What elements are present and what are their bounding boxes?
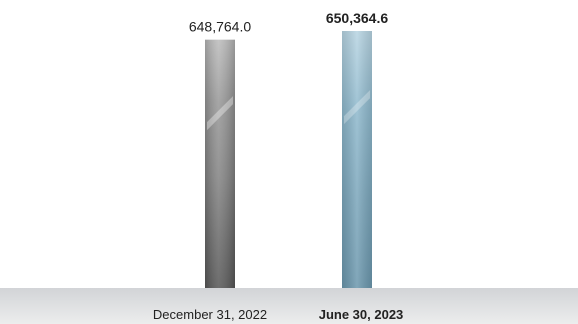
bar-2-texture — [342, 31, 372, 288]
bar-1-texture — [205, 39, 235, 288]
category-label-2: June 30, 2023 — [319, 307, 404, 322]
category-label-1: December 31, 2022 — [153, 307, 267, 322]
bar-2-highlight — [344, 90, 370, 125]
bar-1-highlight — [207, 96, 233, 131]
value-label-1: 648,764.0 — [189, 19, 251, 35]
axis-band — [0, 288, 578, 324]
value-label-2: 650,364.6 — [326, 10, 388, 26]
